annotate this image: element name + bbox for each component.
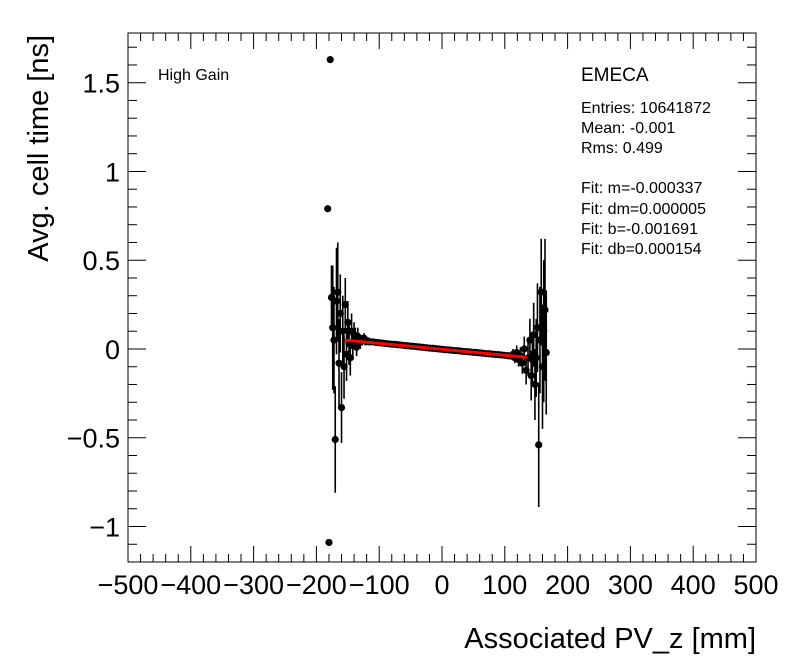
data-point — [346, 354, 354, 362]
data-point — [520, 345, 528, 353]
data-point — [335, 359, 343, 367]
data-point — [537, 288, 545, 296]
gain-annotation: High Gain — [158, 67, 229, 84]
data-point — [531, 380, 539, 389]
data-point — [535, 441, 543, 449]
y-tick-label: 1 — [105, 157, 120, 187]
x-axis-ticks — [127, 33, 757, 562]
y-tick-label: −1 — [89, 512, 120, 542]
data-point — [541, 306, 549, 314]
data-point — [324, 205, 332, 213]
x-tick-label: 0 — [434, 570, 449, 600]
data-point — [532, 354, 540, 362]
y-tick-labels: −1 −0.5 0 0.5 1 1.5 — [67, 69, 120, 543]
x-tick-label: 300 — [608, 570, 653, 600]
x-tick-label: 400 — [671, 570, 716, 600]
fit-m-annotation: Fit: m=-0.000337 — [581, 180, 703, 197]
region-annotation: EMECA — [581, 65, 649, 86]
x-axis-title: Associated PV_z [mm] — [464, 623, 756, 655]
x-tick-label: −200 — [286, 570, 347, 600]
fit-db-annotation: Fit: db=0.000154 — [581, 241, 702, 258]
data-point — [536, 336, 544, 344]
data-point — [518, 359, 526, 367]
data-point — [327, 293, 336, 302]
data-point — [326, 56, 334, 64]
data-point — [336, 309, 344, 318]
y-axis-title: Avg. cell time [ns] — [23, 35, 55, 262]
data-point — [332, 297, 341, 305]
data-point — [538, 363, 547, 371]
x-tick-label: −400 — [160, 570, 221, 600]
y-tick-label: 0 — [105, 335, 120, 365]
y-tick-label: 1.5 — [82, 69, 120, 99]
y-tick-label: −0.5 — [67, 424, 120, 454]
data-point — [527, 372, 535, 380]
data-point — [339, 327, 347, 335]
data-point — [530, 331, 538, 339]
x-tick-label: 500 — [733, 570, 778, 600]
x-tick-labels: −500 −400 −300 −200 −100 0 100 200 300 400 500 — [98, 570, 779, 600]
data-point — [341, 301, 349, 309]
data-point — [330, 336, 338, 344]
data-point — [340, 363, 348, 371]
data-point — [337, 403, 346, 412]
x-tick-label: 200 — [545, 570, 590, 600]
entries-annotation: Entries: 10641872 — [581, 100, 711, 117]
fit-b-annotation: Fit: b=-0.001691 — [581, 221, 698, 238]
data-point — [325, 538, 333, 547]
x-tick-label: −100 — [349, 570, 410, 600]
data-point — [522, 366, 530, 374]
y-tick-label: 0.5 — [82, 246, 120, 276]
data-point — [334, 288, 342, 296]
fit-line — [344, 338, 527, 359]
data-point — [344, 318, 352, 326]
data-point — [542, 348, 550, 357]
data-point — [331, 435, 339, 444]
rms-annotation: Rms: 0.499 — [581, 140, 663, 157]
data-point — [533, 324, 542, 332]
x-tick-label: −500 — [98, 570, 159, 600]
mean-annotation: Mean: -0.001 — [581, 120, 675, 137]
y-axis-ticks — [128, 46, 756, 545]
data-point — [352, 343, 361, 351]
data-point — [526, 336, 534, 344]
data-point — [540, 327, 548, 335]
x-tick-label: −300 — [223, 570, 284, 600]
fit-dm-annotation: Fit: dm=0.000005 — [581, 201, 706, 218]
data-point — [329, 324, 337, 332]
x-tick-label: 100 — [482, 570, 527, 600]
plot-frame — [127, 32, 757, 563]
